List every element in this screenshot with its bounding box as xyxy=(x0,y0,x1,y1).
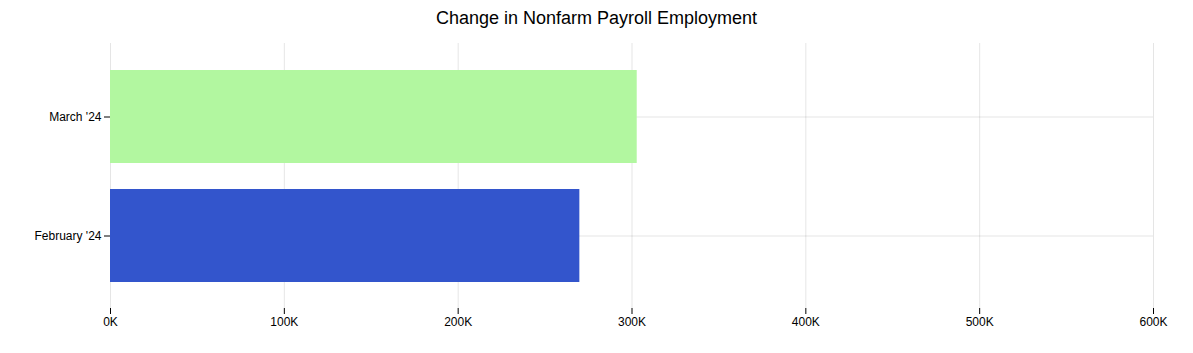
svg-text:400K: 400K xyxy=(792,315,820,329)
svg-text:0K: 0K xyxy=(103,315,118,329)
svg-text:300K: 300K xyxy=(618,315,646,329)
svg-text:February '24: February '24 xyxy=(35,229,102,243)
html-text:Change in Nonfarm Payroll Empl: Change in Nonfarm Payroll Employment xyxy=(435,8,758,28)
svg-text:March '24: March '24 xyxy=(49,110,102,124)
svg-text:200K: 200K xyxy=(444,315,472,329)
svg-text:500K: 500K xyxy=(966,315,994,329)
svg-text:100K: 100K xyxy=(270,315,298,329)
svg-text:600K: 600K xyxy=(1139,315,1167,329)
